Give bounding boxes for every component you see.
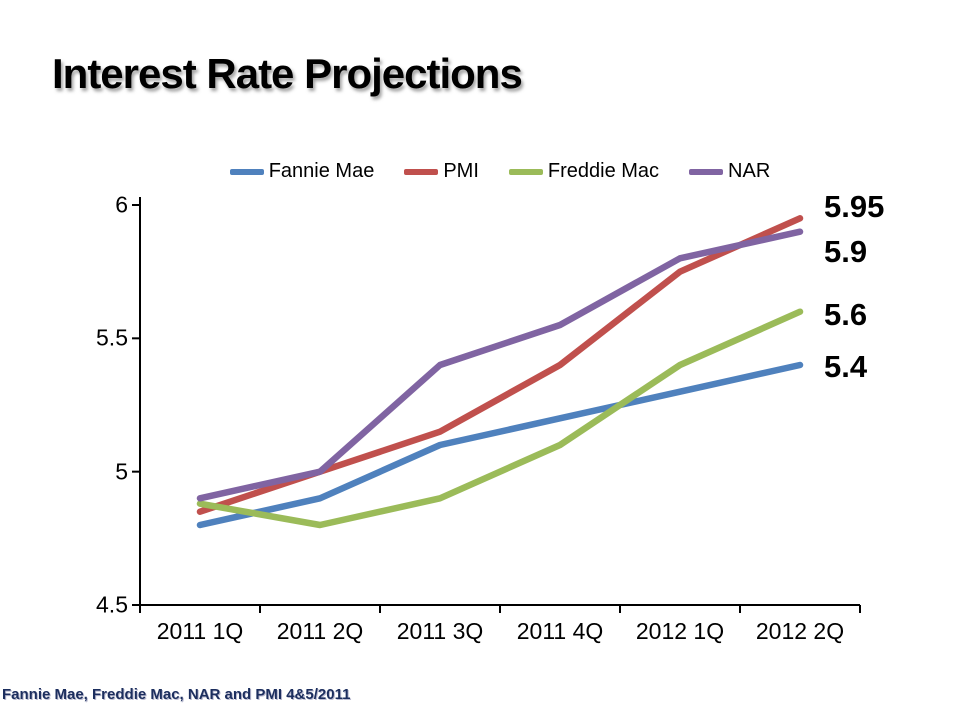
y-axis-tick-label: 6 [115,191,128,218]
y-axis-tick-label: 4.5 [96,591,128,618]
y-axis-tick-label: 5 [115,458,128,485]
x-axis-category-label: 2011 3Q [396,618,484,644]
legend-label: NAR [728,160,771,182]
end-value-label: 5.95 [824,189,885,224]
legend-swatch [689,168,724,175]
end-value-label: 5.6 [824,297,868,332]
page-title: Interest Rate Projections [52,50,523,97]
legend-label: Fannie Mae [268,160,375,182]
x-axis-category-label: 2011 4Q [516,618,604,644]
legend-swatch [229,168,264,175]
legend-swatch [404,168,439,175]
x-axis-category-label: 2012 2Q [755,618,845,644]
series-line [196,308,804,529]
x-axis-category-label: 2012 1Q [635,618,725,644]
legend-item: NAR [689,160,770,183]
legend-label: Freddie Mac [547,160,660,182]
series-line [196,215,804,515]
series-line [196,228,804,502]
legend-swatch [508,168,543,175]
legend-item: Fannie Mae [229,160,375,183]
legend-item: Freddie Mac [508,160,660,183]
legend-item: PMI [404,160,479,183]
end-value-label: 5.9 [824,234,868,269]
series-line [196,361,804,529]
chart-legend: Fannie Mae PMI Freddie Mac NAR [140,160,860,183]
x-axis-category-label: 2011 2Q [276,618,364,644]
legend-label: PMI [443,160,479,182]
source-note: Fannie Mae, Freddie Mac, NAR and PMI 4&5… [2,686,351,703]
y-axis-tick-label: 5.5 [96,324,128,351]
end-value-label: 5.4 [824,349,868,384]
x-axis-category-label: 2011 1Q [156,618,244,644]
